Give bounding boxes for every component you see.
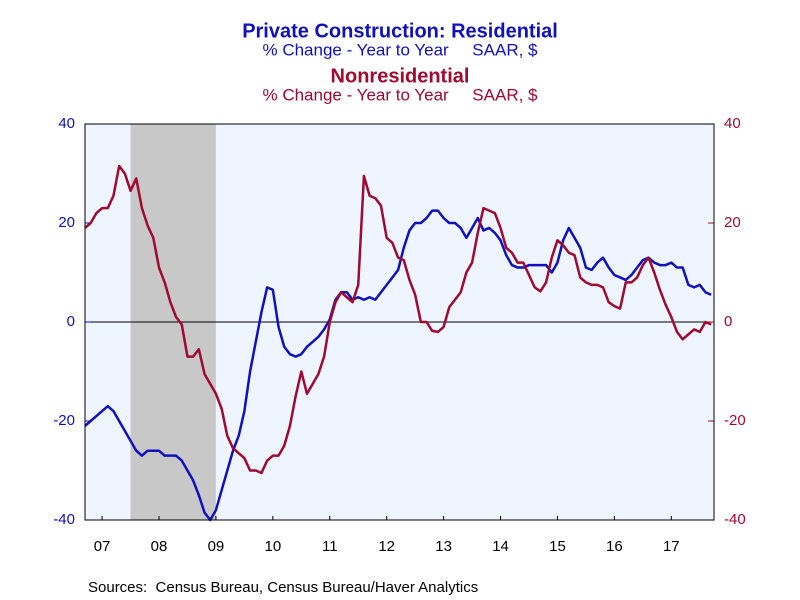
y-tick-label: 40 bbox=[58, 115, 75, 132]
plot-frame bbox=[84, 123, 715, 521]
y-tick-label: -20 bbox=[53, 412, 75, 429]
chart-title-2: Nonresidential bbox=[331, 65, 470, 87]
x-tick-label: 11 bbox=[322, 538, 338, 555]
x-tick-label: 07 bbox=[94, 538, 111, 555]
y-tick-label: -40 bbox=[53, 511, 75, 528]
y-tick-label: 0 bbox=[67, 313, 75, 330]
x-tick-label: 14 bbox=[492, 538, 509, 555]
x-tick-label: 08 bbox=[151, 538, 168, 555]
chart-title: Private Construction: Residential bbox=[242, 20, 558, 42]
x-tick-label: 15 bbox=[549, 538, 566, 555]
series-line bbox=[84, 209, 712, 522]
source-note: Sources: Census Bureau, Census Bureau/Ha… bbox=[88, 579, 478, 596]
chart-subtitle: % Change - Year to Year SAAR, $ bbox=[262, 40, 538, 59]
y2-tick-label: 20 bbox=[724, 214, 741, 231]
chart-subtitle-2: % Change - Year to Year SAAR, $ bbox=[262, 85, 538, 104]
x-tick-label: 17 bbox=[663, 538, 680, 555]
x-tick-label: 16 bbox=[606, 538, 623, 555]
x-tick-label: 09 bbox=[208, 538, 225, 555]
y2-tick-label: 40 bbox=[724, 115, 741, 132]
y-tick-label: 20 bbox=[58, 214, 75, 231]
x-tick-label: 12 bbox=[378, 538, 395, 555]
y2-tick-label: 0 bbox=[724, 313, 732, 330]
y2-tick-label: -20 bbox=[724, 412, 746, 429]
y2-tick-label: -40 bbox=[724, 511, 746, 528]
series-line bbox=[84, 164, 712, 475]
x-tick-label: 13 bbox=[435, 538, 452, 555]
x-tick-label: 10 bbox=[265, 538, 282, 555]
